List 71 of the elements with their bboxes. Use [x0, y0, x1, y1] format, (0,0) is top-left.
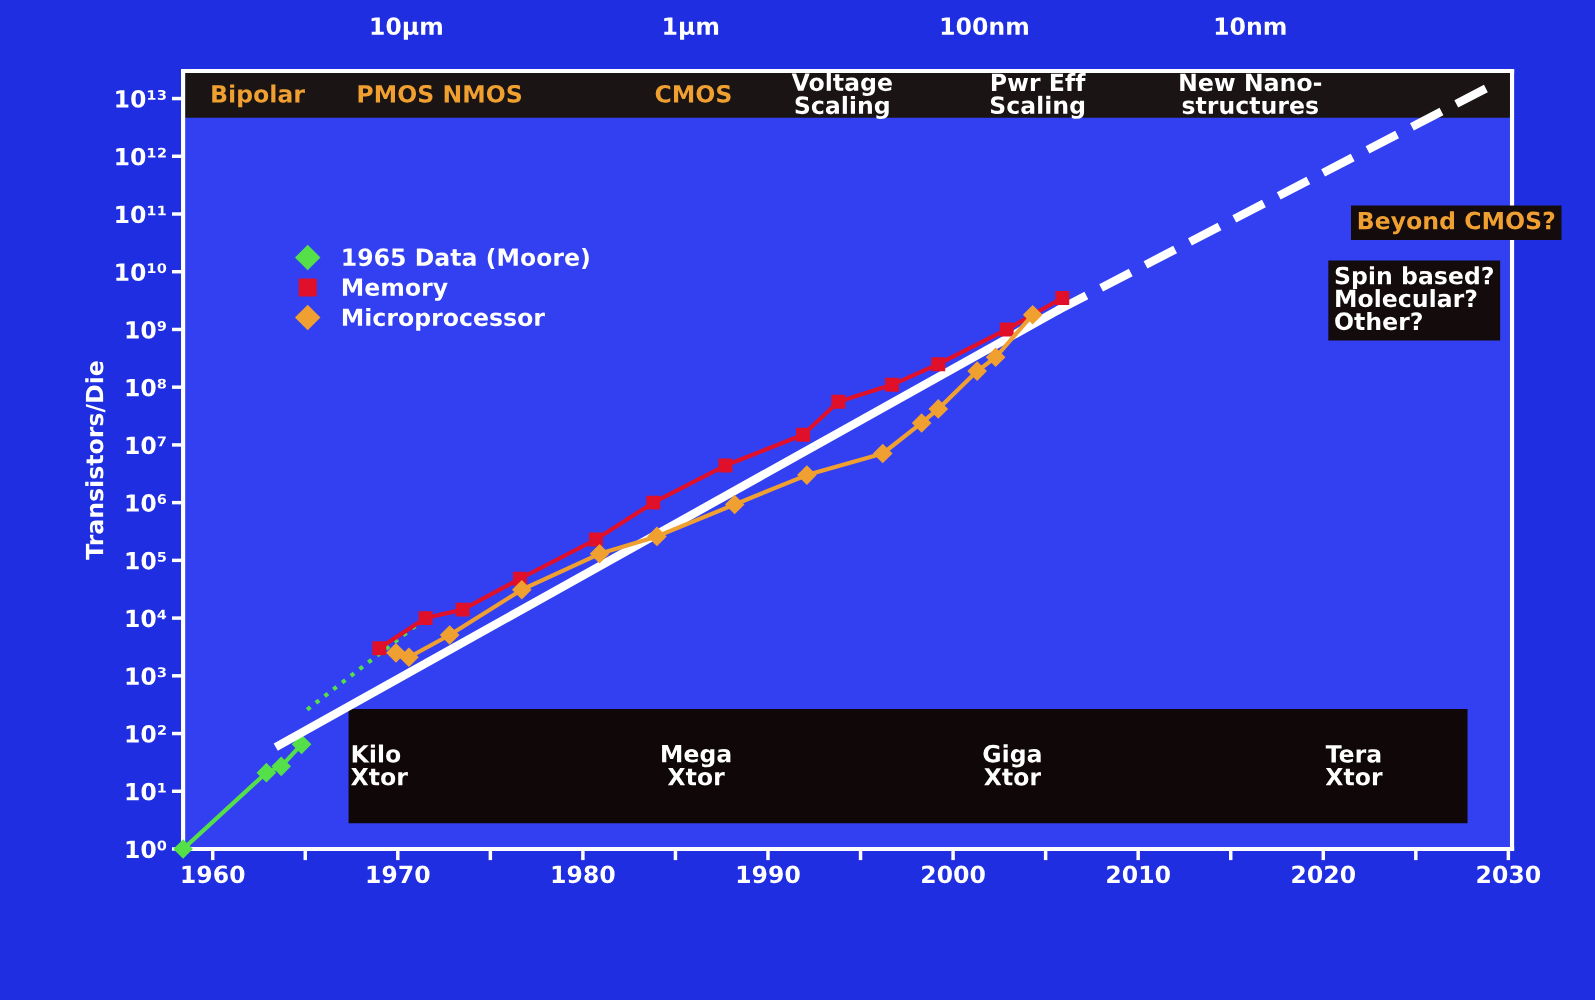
text: 10nm — [1215, 17, 1286, 36]
x-tick-label: 1990 — [737, 865, 800, 884]
point — [928, 399, 948, 419]
x-tick-label: 2000 — [922, 865, 985, 884]
legend-label: Microprocessor — [342, 307, 545, 331]
y-tick-label: 10¹¹ — [116, 205, 166, 224]
point — [912, 413, 932, 433]
annotation: Tera Xtor — [1325, 745, 1383, 786]
point — [399, 647, 419, 667]
annotation: Pwr Eff Scaling — [990, 72, 1086, 119]
point — [797, 465, 817, 485]
x-tick-label: 1970 — [367, 865, 430, 884]
point — [831, 394, 846, 409]
y-tick-label: 10¹⁰ — [116, 263, 167, 282]
point — [718, 458, 733, 473]
point — [885, 377, 899, 392]
point — [999, 322, 1014, 337]
y-tick-label: 10⁷ — [126, 436, 166, 455]
point — [440, 625, 460, 645]
y-tick-label: 10³ — [126, 667, 166, 686]
point — [873, 443, 893, 464]
annotation: Kilo Xtor — [351, 744, 408, 786]
y-tick-label: 10¹² — [116, 147, 166, 166]
x-tick-label: 1960 — [182, 865, 245, 884]
y-tick-label: 10⁸ — [126, 378, 166, 397]
point — [1023, 305, 1043, 325]
x-tick-label: 2010 — [1107, 865, 1170, 884]
annotation: CMOS — [655, 84, 731, 103]
y-tick-label: 10⁴ — [126, 609, 167, 628]
legend-label: Memory — [342, 278, 448, 301]
point — [986, 347, 1006, 367]
legend-label: 1965 Data (Moore) — [343, 247, 589, 269]
y-axis-title: Transistors/Die — [85, 361, 106, 560]
x-tick-label: 1980 — [552, 865, 615, 884]
annotation: PMOS NMOS — [358, 84, 522, 103]
point — [588, 532, 603, 547]
point — [646, 495, 661, 510]
text: 10µm — [371, 17, 442, 40]
point — [590, 544, 610, 564]
point — [725, 494, 745, 514]
point — [967, 361, 987, 381]
point — [512, 580, 532, 600]
y-tick-label: 10⁶ — [126, 494, 167, 512]
point — [386, 643, 406, 663]
point — [292, 734, 312, 754]
annotation: Voltage Scaling — [791, 72, 892, 119]
x-tick-label: 2020 — [1292, 865, 1355, 884]
annotation: Giga Xtor — [983, 744, 1041, 786]
point — [455, 602, 470, 617]
y-tick-label: 10² — [126, 724, 166, 743]
annotation: Mega Xtor — [662, 745, 731, 786]
y-tick-label: 10⁰ — [126, 840, 167, 859]
point — [418, 611, 433, 626]
y-tick-label: 10⁵ — [126, 551, 166, 570]
point — [647, 526, 667, 546]
point — [271, 756, 291, 776]
text: 1µm — [664, 17, 719, 40]
y-tick-label: 10⁹ — [126, 320, 166, 339]
point — [372, 641, 387, 656]
point — [1055, 291, 1070, 305]
y-tick-label: 10¹ — [126, 782, 166, 801]
annotation: Beyond CMOS? — [1358, 211, 1555, 235]
point — [796, 427, 811, 442]
y-tick-label: 10¹³ — [116, 89, 166, 108]
x-tick-label: 2030 — [1477, 865, 1541, 884]
point — [256, 763, 276, 783]
text: 100nm — [941, 17, 1028, 36]
point — [931, 357, 946, 372]
annotation: Spin based? Molecular? Other? — [1335, 266, 1493, 331]
annotation: Bipolar — [212, 84, 305, 108]
annotation: New Nano- structures — [1180, 73, 1322, 115]
